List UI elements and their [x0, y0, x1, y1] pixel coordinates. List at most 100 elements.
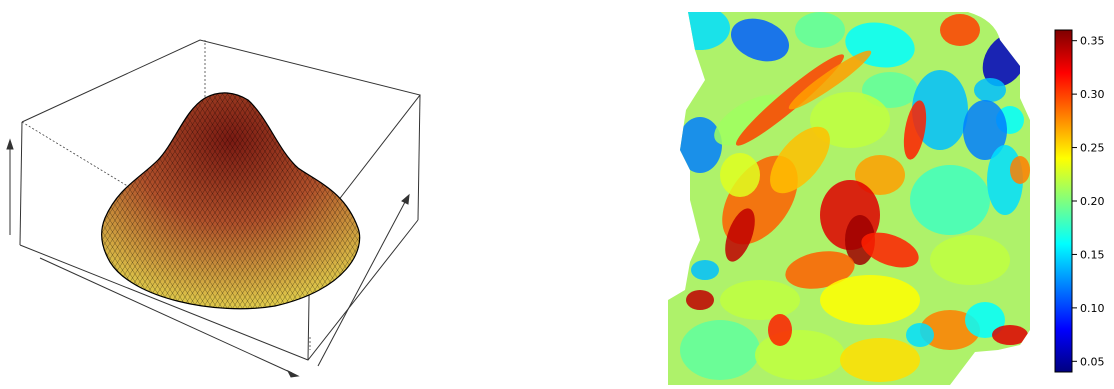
- mesh-line: [234, 92, 360, 309]
- mesh-line: [0, 90, 10, 320]
- heatmap-cell: [768, 314, 792, 346]
- mesh-line: [0, 90, 15, 320]
- colorbar-tick-label: 0.10: [1080, 302, 1105, 315]
- mesh-line: [324, 92, 360, 309]
- mesh-line: [0, 90, 60, 320]
- mesh-line: [0, 90, 75, 320]
- heatmap-cell: [735, 54, 845, 146]
- heatmap-cell: [965, 302, 1005, 338]
- mesh-line: [199, 92, 351, 309]
- heatmap-cell: [906, 323, 934, 347]
- mesh-line: [174, 92, 326, 309]
- heatmap-cell: [912, 70, 968, 150]
- mesh-line: [101, 92, 176, 309]
- mesh-line: [370, 90, 520, 320]
- mesh-line: [154, 92, 306, 309]
- mesh-line: [0, 90, 15, 320]
- box-vertical-edge: [417, 94, 421, 221]
- surface-shape: [101, 92, 361, 310]
- heatmap-cell: [725, 208, 755, 262]
- mesh-line: [455, 90, 605, 320]
- mesh-line: [0, 90, 35, 320]
- heatmap-cell: [691, 260, 719, 280]
- heatmap-plot: [668, 12, 1030, 385]
- heatmap-cell: [974, 78, 1006, 102]
- heatmap-cell: [686, 290, 714, 310]
- mesh-line: [101, 92, 126, 309]
- mesh-line: [159, 92, 311, 309]
- mesh-line: [101, 92, 116, 309]
- mesh-line: [0, 90, 85, 320]
- mesh-line: [0, 90, 50, 320]
- axis-arrows: [6, 138, 410, 378]
- heatmap-cell: [670, 12, 730, 50]
- mesh-line: [380, 90, 530, 320]
- mesh-line: [440, 90, 590, 320]
- mesh-line: [179, 92, 331, 309]
- mesh-line: [101, 92, 106, 309]
- mesh-line: [450, 90, 600, 320]
- mesh-line: [101, 92, 226, 309]
- mesh-line: [390, 90, 540, 320]
- colorbar-ticks: 0.05 0.10 0.15 0.20 0.25 0.30 0.35: [1072, 35, 1105, 368]
- heatmap-cell: [720, 153, 760, 197]
- heatmap-cell: [992, 325, 1028, 345]
- mesh-line: [101, 92, 196, 309]
- mesh-line: [0, 90, 80, 320]
- heatmap-cell: [678, 117, 722, 173]
- mesh-line: [101, 92, 126, 309]
- mesh-line: [101, 92, 201, 309]
- heatmap-cell: [903, 100, 927, 160]
- mesh-line: [435, 90, 585, 320]
- heatmap-cell: [730, 18, 790, 62]
- mesh-line: [101, 92, 206, 309]
- mesh-line: [405, 90, 555, 320]
- mesh-line: [339, 92, 360, 309]
- mesh-line: [101, 92, 131, 309]
- mesh-line: [415, 90, 565, 320]
- mesh-line: [101, 92, 221, 309]
- mesh-line: [0, 90, 75, 320]
- mesh-line: [0, 90, 35, 320]
- mesh-line: [460, 90, 610, 320]
- mesh-line: [0, 90, 45, 320]
- surface-mesh: [0, 90, 610, 320]
- mesh-line: [189, 92, 341, 309]
- heatmap-cell: [795, 12, 845, 48]
- heatmap-cell: [840, 338, 920, 382]
- mesh-line: [101, 92, 121, 309]
- mesh-line: [184, 92, 336, 309]
- mesh-line: [0, 90, 40, 320]
- mesh-line: [425, 90, 575, 320]
- mesh-line: [400, 90, 550, 320]
- mesh-line: [169, 92, 321, 309]
- mesh-line: [410, 90, 560, 320]
- mesh-line: [101, 92, 216, 309]
- mesh-line: [395, 90, 545, 320]
- mesh-line: [365, 90, 515, 320]
- box-front-edges: [19, 39, 421, 361]
- mesh-line: [360, 90, 510, 320]
- heatmap-cell: [910, 165, 990, 235]
- heatmap-cell: [755, 330, 845, 380]
- heatmap-cell: [820, 275, 920, 325]
- y-axis-arrow: [317, 201, 406, 367]
- colorbar-tick-label: 0.20: [1080, 195, 1105, 208]
- mesh-line: [0, 90, 55, 320]
- colorbar-tick-label: 0.25: [1080, 142, 1105, 155]
- box-vertical-edge: [19, 121, 23, 246]
- surface-plot: [0, 39, 610, 378]
- heatmap-cell: [855, 155, 905, 195]
- heatmap-cell: [770, 126, 830, 194]
- mesh-line: [430, 90, 580, 320]
- colorbar: 0.05 0.10 0.15 0.20 0.25 0.30 0.35: [1054, 29, 1105, 373]
- mesh-line: [385, 90, 535, 320]
- mesh-line: [354, 92, 360, 309]
- colorbar-tick-label: 0.35: [1080, 35, 1105, 48]
- mesh-line: [204, 92, 356, 309]
- box-top-edge: [21, 39, 421, 238]
- heatmap-cell: [680, 320, 760, 380]
- mesh-line: [0, 90, 90, 320]
- colorbar-tick-label: 0.05: [1080, 355, 1105, 368]
